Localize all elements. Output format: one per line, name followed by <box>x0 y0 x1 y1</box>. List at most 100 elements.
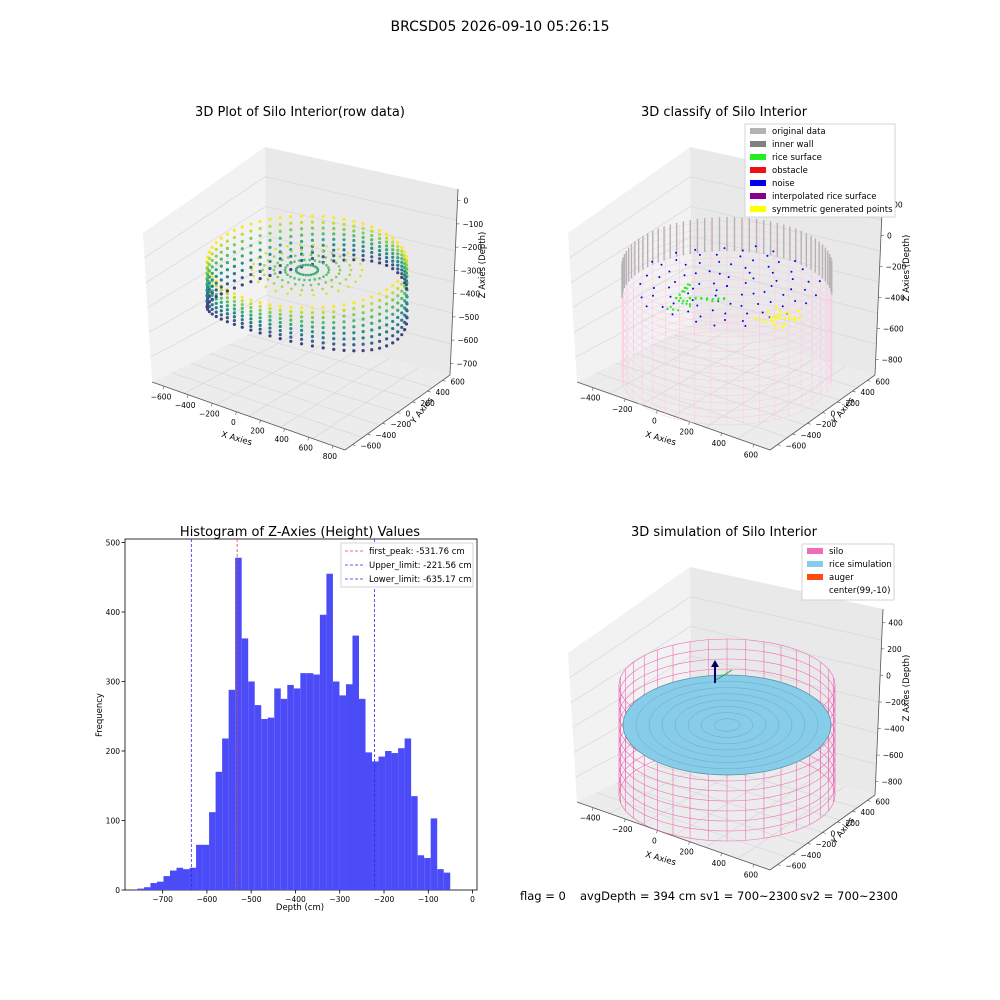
data-point <box>266 278 270 281</box>
symmetric-point <box>785 311 788 314</box>
data-point <box>299 319 304 323</box>
data-point <box>289 335 293 339</box>
data-point <box>404 287 409 291</box>
data-point <box>249 229 253 233</box>
silo-wireframe <box>618 638 836 842</box>
data-point <box>240 283 244 287</box>
data-point <box>258 234 262 238</box>
data-point <box>361 240 365 244</box>
noise-point <box>692 287 695 290</box>
legend-label: Upper_limit: -221.56 cm <box>369 561 472 571</box>
data-point <box>232 279 237 283</box>
data-point <box>352 325 356 329</box>
data-point <box>232 307 237 311</box>
y-tick <box>792 853 796 856</box>
legend-label: rice simulation <box>829 560 892 570</box>
symmetric-point <box>778 316 782 320</box>
data-point <box>268 307 272 311</box>
data-point <box>360 268 364 272</box>
data-point <box>332 216 336 220</box>
data-point <box>332 310 336 314</box>
x-tick <box>591 807 594 811</box>
data-point <box>249 328 253 332</box>
data-point <box>342 331 346 335</box>
data-point <box>210 293 214 297</box>
symmetric-point <box>770 319 773 323</box>
data-point <box>332 248 336 252</box>
data-point <box>332 237 336 241</box>
histogram-bar <box>424 858 431 890</box>
data-point <box>310 330 315 334</box>
data-point <box>299 293 302 297</box>
data-point <box>321 215 325 219</box>
data-point <box>225 253 229 258</box>
data-point <box>313 278 317 281</box>
data-point <box>240 276 244 280</box>
grid-line <box>266 294 452 345</box>
data-point <box>232 243 237 247</box>
data-point <box>400 260 404 264</box>
x-tick-label: 600 <box>299 443 314 452</box>
histogram-bar <box>404 738 412 890</box>
data-point <box>232 272 237 276</box>
data-point <box>205 307 210 311</box>
data-point <box>396 256 400 260</box>
data-point <box>249 251 253 255</box>
data-point <box>354 256 358 260</box>
data-point <box>268 330 272 334</box>
data-point <box>280 252 284 255</box>
simulation-title: 3D simulation of Silo Interior <box>631 525 818 540</box>
data-point <box>225 232 229 236</box>
rice-surface-point <box>688 302 692 306</box>
data-point <box>321 249 324 253</box>
data-point <box>332 331 336 335</box>
legend-swatch-auger <box>807 574 823 580</box>
data-point <box>344 278 348 281</box>
x-tick-label: −500 <box>241 895 262 904</box>
x-tick-label: 400 <box>712 859 727 868</box>
data-point <box>361 222 365 226</box>
data-point <box>321 341 325 345</box>
symmetric-point <box>772 323 776 326</box>
data-point <box>240 261 244 265</box>
data-point <box>403 320 407 324</box>
data-point <box>219 250 223 254</box>
data-point <box>385 232 389 236</box>
data-point <box>210 245 214 249</box>
data-point <box>219 313 223 317</box>
data-point <box>219 285 223 289</box>
x-tick-label: 200 <box>679 428 694 437</box>
data-point <box>321 320 325 325</box>
data-point <box>266 259 270 262</box>
histogram-bar <box>156 881 164 890</box>
data-point <box>307 263 310 267</box>
data-point <box>278 312 282 316</box>
histogram-bar <box>176 867 184 890</box>
noise-point <box>790 270 793 273</box>
noise-point <box>807 280 810 283</box>
data-point <box>258 312 262 316</box>
data-point <box>321 310 325 315</box>
data-point <box>240 310 244 314</box>
data-point <box>404 255 409 259</box>
noise-point <box>752 292 755 295</box>
data-point <box>210 278 214 282</box>
data-point <box>280 278 284 282</box>
data-point <box>297 265 301 268</box>
data-point <box>310 220 315 224</box>
data-point <box>349 268 353 272</box>
histogram-bar <box>228 689 236 890</box>
y-tick-label: 0 <box>115 886 120 895</box>
data-point <box>214 268 218 272</box>
data-point <box>272 268 276 272</box>
data-point <box>391 267 395 271</box>
data-point <box>289 314 293 318</box>
data-point <box>214 274 218 279</box>
left-pane <box>143 147 267 382</box>
data-point <box>278 337 282 341</box>
data-point <box>273 265 277 268</box>
data-point <box>385 316 389 320</box>
data-point <box>391 298 395 302</box>
noise-point <box>791 278 794 281</box>
data-point <box>400 272 404 276</box>
